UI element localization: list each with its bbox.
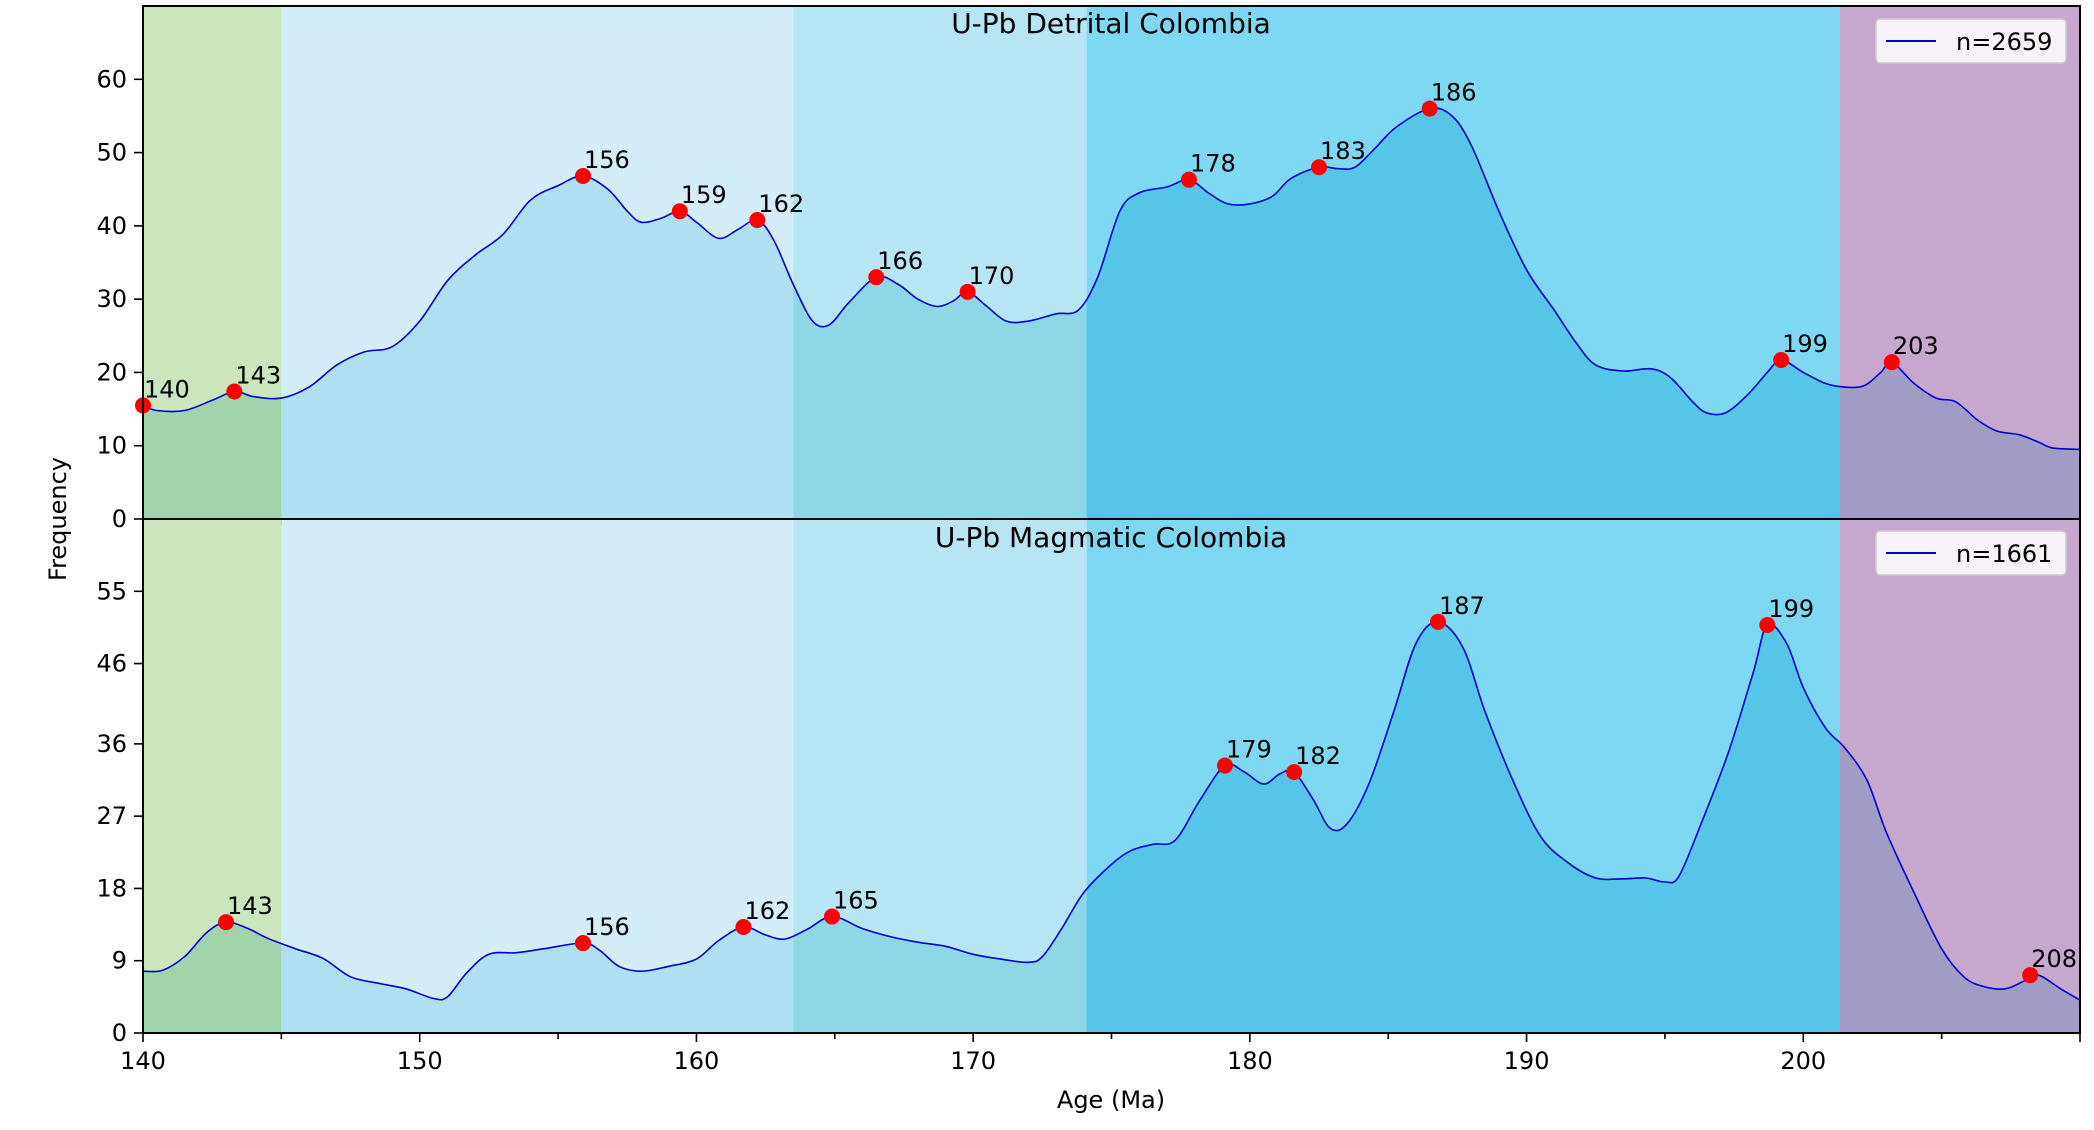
peak-label-1: 156 [584,913,630,941]
magmatic-legend-box [1875,530,2067,576]
peak-label-10: 199 [1782,330,1828,358]
y-tick-label-4: 36 [96,730,127,758]
y-tick-label-2: 18 [96,874,127,902]
magmatic-plot-frame [142,518,2081,1034]
detrital-y-axis-ticks: 0 10 20 30 40 50 60 [96,65,143,533]
y-tick-label-0: 0 [112,1019,127,1047]
peak-label-0: 143 [227,892,273,920]
x-tick-label-2: 160 [674,1047,720,1075]
magmatic-time-bands [143,519,2080,1033]
magmatic-chart-title: U-Pb Magmatic Colombia [935,521,1287,554]
peak-label-6: 170 [969,262,1015,290]
peak-marker-0 [218,914,235,931]
peak-marker-8 [1311,159,1328,176]
x-axis-label: Age (Ma) [1057,1086,1165,1114]
peak-label-4: 179 [1226,736,1272,764]
detrital-peak-markers: 140 143 156 159 162 166 170 178 183 186 199 203 [135,79,1939,414]
magmatic-legend: n=1661 [1875,530,2067,576]
magmatic-x-axis-ticks: 140 150 160 170 180 190 200 [120,1033,2081,1075]
y-tick-label-2: 20 [96,358,127,386]
detrital-legend-label: n=2659 [1956,28,2052,56]
peak-marker-8 [2022,967,2039,984]
x-tick-label-4: 180 [1227,1047,1273,1075]
y-axis-label: Frequency [44,457,72,581]
peak-marker-1 [574,935,591,952]
y-tick-label-6: 60 [96,65,127,93]
peak-marker-2 [735,918,752,935]
peak-label-2: 162 [744,897,790,925]
peak-marker-1 [226,383,243,400]
y-tick-label-3: 30 [96,285,127,313]
magmatic-panel: 143 156 162 165 179 182 187 199 208 0 9 18 27 36 46 55… [96,518,2081,1075]
x-tick-label-3: 170 [950,1047,996,1075]
detrital-chart-title: U-Pb Detrital Colombia [951,7,1271,40]
peak-marker-5 [1286,763,1303,780]
magmatic-density-line [143,620,2080,1001]
y-tick-label-4: 40 [96,212,127,240]
peak-marker-10 [1773,351,1790,368]
peak-label-7: 199 [1768,595,1814,623]
peak-marker-5 [868,269,885,286]
detrital-legend: n=2659 [1875,18,2067,64]
magmatic-y-axis-ticks: 0 9 18 27 36 46 55 [96,577,143,1047]
peak-label-4: 162 [758,190,804,218]
y-tick-label-1: 9 [112,947,127,975]
peak-label-3: 159 [681,181,727,209]
peak-label-5: 182 [1295,742,1341,770]
y-tick-label-6: 55 [96,577,127,605]
x-tick-label-0: 140 [120,1047,166,1075]
y-tick-label-5: 50 [96,139,127,167]
peak-label-6: 187 [1439,592,1485,620]
peak-marker-7 [1759,617,1776,634]
x-tick-label-6: 200 [1780,1047,1826,1075]
peak-label-0: 140 [144,375,190,403]
peak-label-2: 156 [584,146,630,174]
y-tick-label-0: 0 [112,505,127,533]
peak-label-3: 165 [833,887,879,915]
time-band-1 [281,519,794,1033]
x-tick-label-1: 150 [397,1047,443,1075]
peak-marker-7 [1180,171,1197,188]
peak-marker-6 [959,283,976,300]
peak-label-7: 178 [1190,150,1236,178]
peak-label-9: 186 [1431,79,1477,107]
peak-marker-11 [1883,354,1900,371]
detrital-panel: 140 143 156 159 162 166 170 178 183 186 199 203 0 10… [96,5,2081,533]
peak-label-11: 203 [1893,332,1939,360]
y-tick-label-5: 46 [96,650,127,678]
detrital-legend-box [1875,18,2067,64]
peak-marker-2 [574,168,591,185]
peak-label-5: 166 [877,247,923,275]
peak-marker-9 [1421,100,1438,117]
peak-marker-4 [749,211,766,228]
peak-label-8: 208 [2031,945,2077,973]
peak-label-8: 183 [1320,137,1366,165]
peak-marker-4 [1216,757,1233,774]
magmatic-peak-markers: 143 156 162 165 179 182 187 199 208 [218,592,2077,984]
magmatic-legend-label: n=1661 [1956,540,2052,568]
y-tick-label-3: 27 [96,802,127,830]
peak-marker-6 [1430,613,1447,630]
peak-marker-3 [671,203,688,220]
peak-marker-3 [824,908,841,925]
x-tick-label-5: 190 [1504,1047,1550,1075]
y-tick-label-1: 10 [96,432,127,460]
peak-label-1: 143 [235,361,281,389]
